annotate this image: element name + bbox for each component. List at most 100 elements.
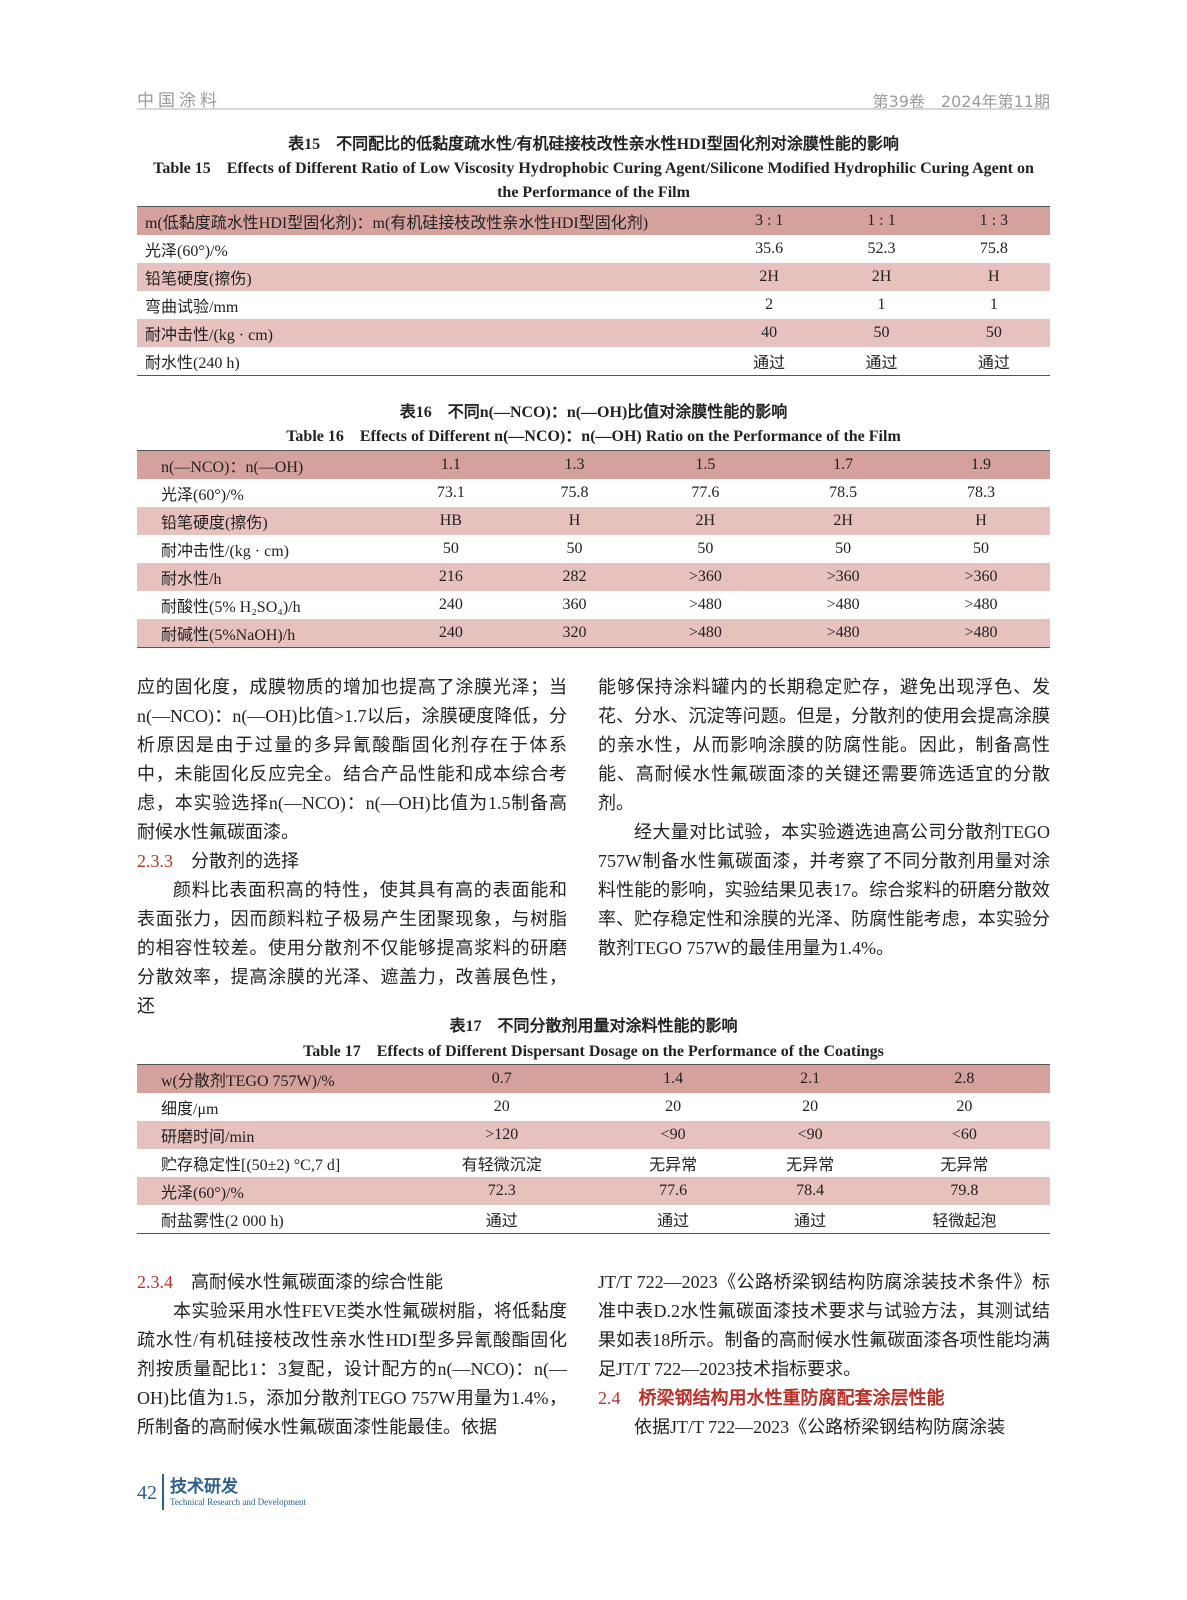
row-label: 耐冲击性/(kg · cm) <box>161 543 289 560</box>
table-cell: 通过 <box>399 1205 605 1234</box>
row-label: w(分散剂TEGO 757W)/% <box>137 1064 399 1093</box>
page-number: 42 <box>137 1482 157 1504</box>
paragraph: JT/T 722—2023《公路桥梁钢结构防腐涂装技术条件》标准中表D.2水性氟… <box>598 1272 1050 1379</box>
table-cell: 75.8 <box>979 240 1008 257</box>
row-label: 耐冲击性/(kg · cm) <box>137 319 713 347</box>
left-column-2: 2.3.4 高耐候水性氟碳面漆的综合性能 本实验采用水性FEVE类水性氟碳树脂，… <box>137 1268 567 1442</box>
table-cell: 50 <box>937 319 1050 347</box>
section-title: 桥梁钢结构用水性重防腐配套涂层性能 <box>638 1388 945 1408</box>
table-cell: 无异常 <box>940 1157 989 1174</box>
table16-caption-cn: 表16 不同n(—NCO)：n(—OH)比值对涂膜性能的影响 <box>399 404 788 421</box>
row-label: 耐水性(240 h) <box>137 347 713 376</box>
table-cell: <90 <box>741 1121 879 1149</box>
table-cell: 282 <box>512 563 637 591</box>
table-cell: 1 <box>989 296 998 313</box>
table-cell: >480 <box>964 596 998 613</box>
table-row: 光泽(60°)/% 72.3 77.6 78.4 79.8 <box>137 1177 1050 1205</box>
row-label: 铅笔硬度(擦伤) <box>137 263 713 291</box>
table-row: 耐盐雾性(2 000 h) 通过 通过 通过 轻微起泡 <box>137 1205 1050 1234</box>
section-heading-2-3-3: 2.3.3 分散剂的选择 <box>137 847 567 876</box>
table-cell: >360 <box>912 563 1050 591</box>
table-cell: >480 <box>912 619 1050 648</box>
table-cell: 78.3 <box>967 484 996 501</box>
right-column-2: JT/T 722—2023《公路桥梁钢结构防腐涂装技术条件》标准中表D.2水性氟… <box>598 1268 1050 1442</box>
table-cell: >120 <box>399 1121 605 1149</box>
row-label: 贮存稳定性[(50±2) °C,7 d] <box>161 1157 341 1174</box>
table-cell: <90 <box>604 1121 742 1149</box>
table17: w(分散剂TEGO 757W)/% 0.7 1.4 2.1 2.8 细度/μm 20 20 20… <box>137 1064 1050 1234</box>
table-cell: >480 <box>636 619 775 648</box>
table-cell: >480 <box>826 596 860 613</box>
paragraph: 应的固化度，成膜物质的增加也提高了涂膜光泽；当n(—NCO)：n(—OH)比值>… <box>137 677 567 842</box>
section-number: 2.3.4 <box>137 1272 173 1292</box>
table-cell: 50 <box>566 540 583 557</box>
table-cell: 通过 <box>604 1205 742 1234</box>
table-cell: 有轻微沉淀 <box>461 1157 542 1174</box>
table-cell: <60 <box>878 1121 1050 1149</box>
row-label: 光泽(60°)/% <box>161 487 244 504</box>
issue-info: 第39卷 2024年第11期 <box>872 92 1050 111</box>
table-cell: 2H <box>713 263 826 291</box>
table-cell: 50 <box>697 540 714 557</box>
table-cell: 360 <box>562 596 587 613</box>
paragraph: 颜料比表面积高的特性，使其具有高的表面能和表面张力，因而颜料粒子极易产生团聚现象… <box>137 880 567 1016</box>
table-row: 弯曲试验/mm 2 1 1 <box>137 291 1050 319</box>
table-cell: 320 <box>512 619 637 648</box>
table-row: 铅笔硬度(擦伤) HB H 2H 2H H <box>137 507 1050 535</box>
table-cell: 通过 <box>741 1205 879 1234</box>
table-cell: 2H <box>774 507 913 535</box>
section-title: 分散剂的选择 <box>191 851 299 871</box>
table-cell: 1.5 <box>636 450 775 479</box>
table-cell: 2H <box>636 507 775 535</box>
table-cell: 1 <box>877 296 886 313</box>
table-cell: 50 <box>835 540 852 557</box>
table-row: 耐水性(240 h) 通过 通过 通过 <box>137 347 1050 376</box>
table-cell: 79.8 <box>878 1177 1050 1205</box>
paragraph: 本实验采用水性FEVE类水性氟碳树脂，将低黏度疏水性/有机硅接枝改性亲水性HDI… <box>137 1301 567 1437</box>
table-cell: >480 <box>774 619 913 648</box>
table-cell: 2 <box>765 296 774 313</box>
table-cell: 3 : 1 <box>713 206 826 235</box>
table-cell: >360 <box>636 563 775 591</box>
table-cell: >360 <box>774 563 913 591</box>
table-cell: 1.4 <box>604 1064 742 1093</box>
table-cell: 78.4 <box>741 1177 879 1205</box>
table-cell: 216 <box>389 563 513 591</box>
table-row: 细度/μm 20 20 20 20 <box>137 1093 1050 1121</box>
table-cell: 75.8 <box>560 484 589 501</box>
table-cell: 20 <box>665 1098 682 1115</box>
paragraph: 依据JT/T 722—2023《公路桥梁钢结构防腐涂装 <box>634 1417 1006 1437</box>
table-row: 光泽(60°)/% 73.1 75.8 77.6 78.5 78.3 <box>137 479 1050 507</box>
table-cell: 52.3 <box>867 240 896 257</box>
table-cell: H <box>912 507 1050 535</box>
table-row: 耐碱性(5%NaOH)/h 240 320 >480 >480 >480 <box>137 619 1050 648</box>
table-cell: 77.6 <box>604 1177 742 1205</box>
table-cell: 1.1 <box>389 450 513 479</box>
table-row: 铅笔硬度(擦伤) 2H 2H H <box>137 263 1050 291</box>
table-row: 贮存稳定性[(50±2) °C,7 d] 有轻微沉淀 无异常 无异常 无异常 <box>137 1149 1050 1177</box>
table16: n(—NCO)：n(—OH) 1.1 1.3 1.5 1.7 1.9 光泽(60°)/% 73… <box>137 450 1050 648</box>
row-label: 弯曲试验/mm <box>145 299 239 316</box>
section-number: 2.4 <box>598 1388 621 1408</box>
table-cell: 50 <box>973 540 990 557</box>
table-cell: 50 <box>825 319 938 347</box>
table-cell: 20 <box>802 1098 819 1115</box>
left-column-1: 应的固化度，成膜物质的增加也提高了涂膜光泽；当n(—NCO)：n(—OH)比值>… <box>137 673 567 1021</box>
table-cell: 40 <box>713 319 826 347</box>
table17-caption-en: Table 17 Effects of Different Dispersant… <box>303 1043 884 1060</box>
table-cell: 1 : 3 <box>937 206 1050 235</box>
row-label: 耐碱性(5%NaOH)/h <box>137 619 389 648</box>
table-cell: 轻微起泡 <box>878 1205 1050 1234</box>
table-cell: 78.5 <box>829 484 858 501</box>
journal-name: 中国涂料 <box>137 91 221 111</box>
table-cell: 72.3 <box>399 1177 605 1205</box>
paragraph: 经大量对比试验，本实验遴选迪高公司分散剂TEGO 757W制备水性氟碳面漆，并考… <box>598 822 1050 958</box>
table-cell: 240 <box>389 619 513 648</box>
section-title: 高耐候水性氟碳面漆的综合性能 <box>191 1272 443 1292</box>
table-cell: HB <box>389 507 513 535</box>
table-cell: 通过 <box>713 347 826 376</box>
table-cell: H <box>937 263 1050 291</box>
right-column-1: 能够保持涂料罐内的长期稳定贮存，避免出现浮色、发花、分水、沉淀等问题。但是，分散… <box>598 673 1050 963</box>
row-label: 研磨时间/min <box>137 1121 399 1149</box>
table-row: 耐冲击性/(kg · cm) 40 50 50 <box>137 319 1050 347</box>
